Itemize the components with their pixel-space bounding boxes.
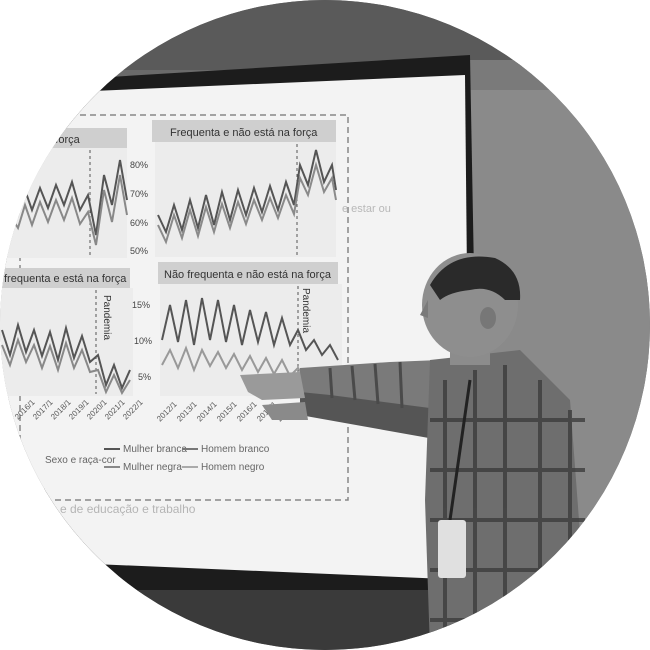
pointing-hand <box>240 372 305 400</box>
legend-title: Sexo e raça-cor <box>45 455 116 466</box>
tick-label: 10% <box>134 336 152 346</box>
legend-item: Mulher branca <box>123 444 187 455</box>
panel-title: frequenta e está na força <box>4 273 127 285</box>
footer-text-fragment: e de educação e trabalho <box>60 502 196 516</box>
panel-bottom-left: frequenta e está na força Pandemia <box>0 268 133 396</box>
legend: Sexo e raça-cor Mulher branca Mulher neg… <box>45 444 270 473</box>
panel-top-left: na força <box>5 128 128 258</box>
tick-label: 80% <box>130 160 148 170</box>
panel-title: Não frequenta e não está na força <box>164 269 332 281</box>
legend-item: Homem negro <box>201 462 265 473</box>
legend-item: Homem branco <box>201 444 270 455</box>
pandemic-marker: Pandemia <box>300 288 311 333</box>
legend-item: Mulher negra <box>123 462 182 473</box>
side-text-fragment: e estar ou <box>342 203 391 215</box>
panel-title: na força <box>40 134 81 146</box>
id-badge <box>438 520 466 578</box>
tick-label: 50% <box>130 246 148 256</box>
panel-title: Frequenta e não está na força <box>170 127 318 139</box>
tick-label: 60% <box>130 218 148 228</box>
hair <box>430 256 521 300</box>
tick-label: 70% <box>130 189 148 199</box>
panel-top-right: Frequenta e não está na força 80% 70% 60… <box>130 120 337 257</box>
pandemic-marker: Pandemia <box>101 295 112 340</box>
tick-label: 15% <box>132 300 150 310</box>
tick-label: 5% <box>138 372 151 382</box>
